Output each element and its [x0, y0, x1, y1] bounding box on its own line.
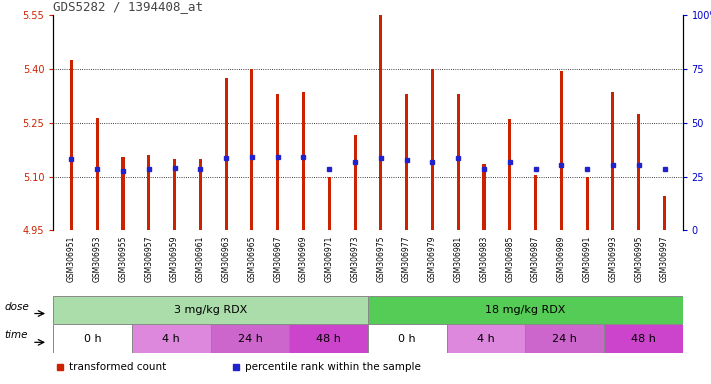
Text: 3 mg/kg RDX: 3 mg/kg RDX: [174, 305, 247, 315]
Bar: [534, 175, 537, 230]
Text: GSM306963: GSM306963: [222, 236, 230, 282]
Text: GSM306977: GSM306977: [402, 236, 411, 282]
Bar: [289, 324, 368, 353]
Bar: [611, 93, 614, 230]
Text: GSM306961: GSM306961: [196, 236, 205, 282]
Bar: [53, 296, 368, 324]
Bar: [637, 114, 641, 230]
Bar: [302, 93, 305, 230]
Text: GSM306971: GSM306971: [325, 236, 333, 282]
Bar: [199, 159, 202, 230]
Bar: [132, 324, 210, 353]
Text: GSM306957: GSM306957: [144, 236, 154, 282]
Bar: [70, 60, 73, 230]
Bar: [250, 69, 253, 230]
Bar: [368, 296, 683, 324]
Text: 24 h: 24 h: [552, 334, 577, 344]
Text: GSM306985: GSM306985: [506, 236, 514, 282]
Text: 4 h: 4 h: [162, 334, 180, 344]
Text: GSM306989: GSM306989: [557, 236, 566, 282]
Text: GSM306959: GSM306959: [170, 236, 179, 282]
Bar: [663, 196, 666, 230]
Text: GSM306991: GSM306991: [582, 236, 592, 282]
Text: 0 h: 0 h: [84, 334, 102, 344]
Text: GSM306967: GSM306967: [273, 236, 282, 282]
Bar: [210, 324, 289, 353]
Bar: [173, 159, 176, 230]
Text: GSM306965: GSM306965: [247, 236, 257, 282]
Bar: [604, 324, 683, 353]
Text: 18 mg/kg RDX: 18 mg/kg RDX: [485, 305, 565, 315]
Text: GDS5282 / 1394408_at: GDS5282 / 1394408_at: [53, 0, 203, 13]
Text: dose: dose: [4, 301, 29, 312]
Bar: [483, 164, 486, 230]
Bar: [225, 78, 228, 230]
Bar: [508, 119, 511, 230]
Bar: [122, 157, 124, 230]
Bar: [379, 15, 383, 230]
Text: GSM306995: GSM306995: [634, 236, 643, 282]
Text: GSM306969: GSM306969: [299, 236, 308, 282]
Bar: [95, 118, 99, 230]
Text: GSM306997: GSM306997: [660, 236, 669, 282]
Bar: [447, 324, 525, 353]
Text: 4 h: 4 h: [477, 334, 495, 344]
Text: 48 h: 48 h: [631, 334, 656, 344]
Text: percentile rank within the sample: percentile rank within the sample: [245, 362, 421, 372]
Text: transformed count: transformed count: [69, 362, 166, 372]
Text: GSM306987: GSM306987: [531, 236, 540, 282]
Text: 0 h: 0 h: [398, 334, 416, 344]
Text: GSM306975: GSM306975: [376, 236, 385, 282]
Text: 24 h: 24 h: [237, 334, 262, 344]
Bar: [53, 324, 132, 353]
Bar: [405, 94, 408, 230]
Bar: [456, 94, 460, 230]
Bar: [431, 69, 434, 230]
Text: 48 h: 48 h: [316, 334, 341, 344]
Text: GSM306981: GSM306981: [454, 236, 463, 282]
Bar: [328, 177, 331, 230]
Bar: [353, 136, 357, 230]
Bar: [276, 94, 279, 230]
Text: GSM306973: GSM306973: [351, 236, 360, 282]
Text: GSM306979: GSM306979: [428, 236, 437, 282]
Text: GSM306951: GSM306951: [67, 236, 76, 282]
Text: GSM306953: GSM306953: [92, 236, 102, 282]
Bar: [586, 177, 589, 230]
Text: GSM306983: GSM306983: [479, 236, 488, 282]
Bar: [368, 324, 447, 353]
Text: GSM306993: GSM306993: [609, 236, 617, 282]
Text: GSM306955: GSM306955: [119, 236, 127, 282]
Text: time: time: [4, 330, 28, 341]
Bar: [147, 155, 150, 230]
Bar: [560, 71, 563, 230]
Bar: [525, 324, 604, 353]
